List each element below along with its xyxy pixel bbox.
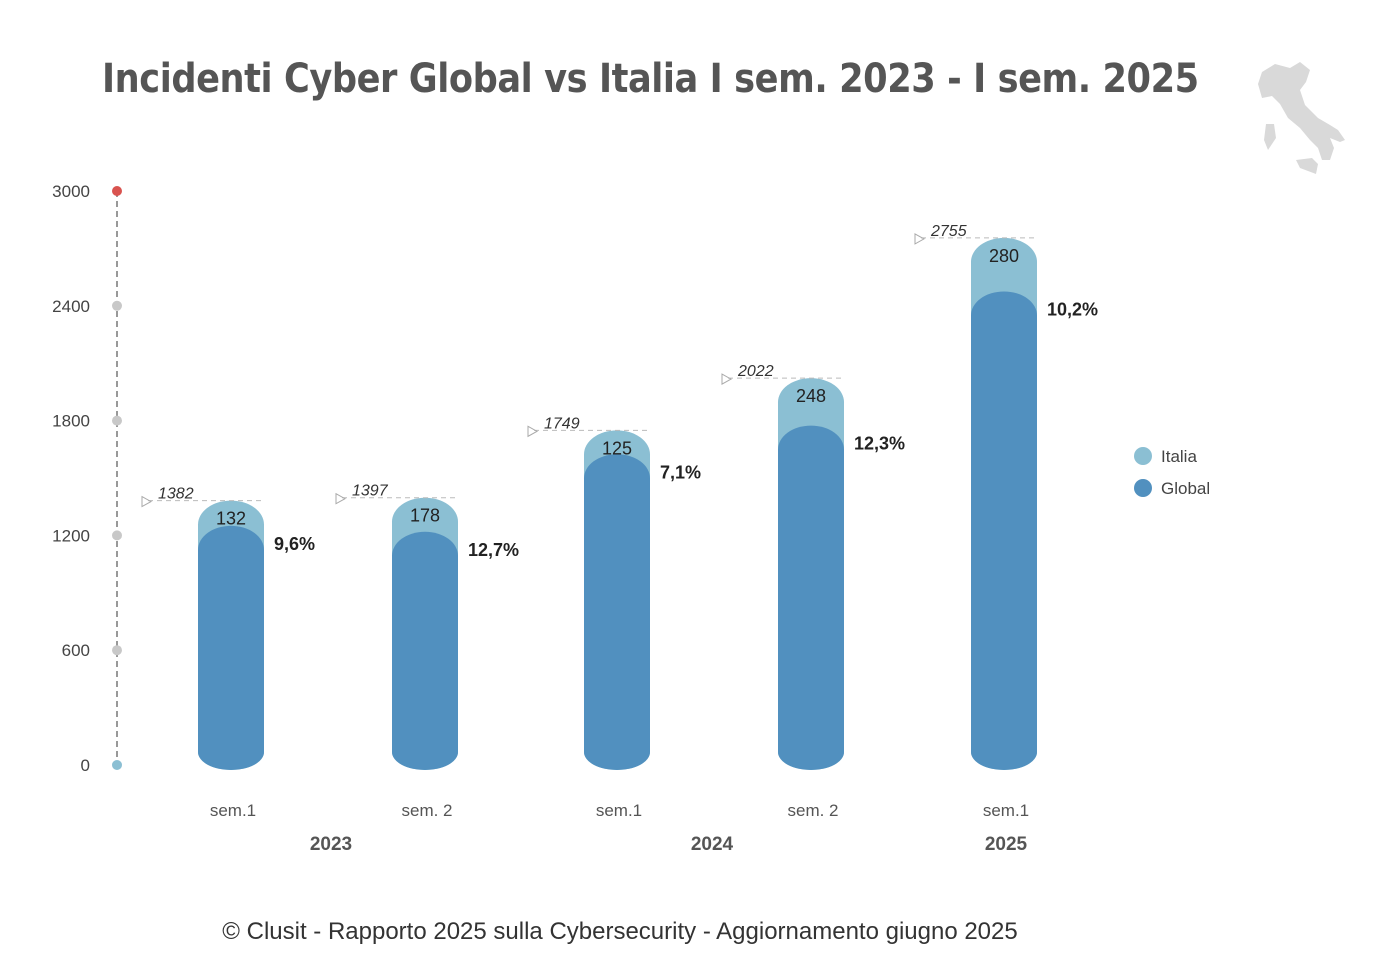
italia-value-label: 132 (216, 509, 246, 529)
total-marker-triangle-icon (141, 495, 153, 508)
legend-label: Global (1161, 479, 1210, 498)
y-tick-label: 2400 (52, 297, 90, 316)
x-group-label: 2025 (985, 834, 1028, 855)
bar-global (198, 525, 264, 770)
total-marker-triangle-icon (721, 373, 733, 385)
y-tick-label: 600 (62, 641, 90, 660)
legend-label: Italia (1161, 447, 1197, 466)
percent-label: 9,6% (274, 534, 315, 554)
bar-global (584, 454, 650, 770)
italia-value-label: 280 (989, 246, 1019, 266)
total-marker-triangle-icon (335, 492, 347, 505)
bar-global (392, 531, 458, 770)
percent-label: 10,2% (1047, 299, 1098, 319)
bar-global (971, 291, 1037, 770)
y-tick-label: 1800 (52, 412, 90, 431)
x-category-label: sem.1 (983, 801, 1029, 820)
y-tick-dot (112, 300, 122, 311)
x-category-label: sem.1 (210, 801, 256, 820)
y-tick-label: 1200 (52, 526, 90, 545)
y-tick-dot (112, 760, 122, 770)
percent-label: 12,3% (854, 434, 905, 454)
total-value-label: 1397 (352, 483, 389, 500)
legend-swatch (1134, 447, 1152, 465)
percent-label: 12,7% (468, 540, 519, 560)
x-group-label: 2024 (691, 834, 734, 855)
footer-credit: © Clusit - Rapporto 2025 sulla Cybersecu… (222, 918, 1018, 945)
legend-swatch (1134, 479, 1152, 497)
y-tick-dot (112, 186, 122, 196)
italia-value-label: 178 (410, 506, 440, 526)
y-tick-dot (112, 645, 122, 656)
y-tick-dot (112, 415, 122, 426)
x-category-label: sem. 2 (401, 801, 452, 820)
chart-title: Incidenti Cyber Global vs Italia I sem. … (102, 56, 1199, 102)
total-marker-triangle-icon (914, 233, 926, 245)
percent-label: 7,1% (660, 462, 701, 482)
x-group-label: 2023 (310, 834, 352, 855)
x-category-label: sem. 2 (787, 801, 838, 820)
y-tick-dot (112, 530, 122, 541)
x-category-label: sem.1 (596, 801, 642, 820)
italy-map-icon (1258, 62, 1345, 174)
total-value-label: 1382 (158, 486, 194, 503)
total-value-label: 2022 (737, 363, 774, 380)
y-tick-label: 0 (81, 756, 90, 775)
italia-value-label: 125 (602, 438, 632, 458)
total-value-label: 2755 (930, 223, 967, 240)
bar-global (778, 425, 844, 770)
italia-value-label: 248 (796, 386, 826, 406)
y-tick-label: 3000 (52, 182, 90, 201)
total-value-label: 1749 (544, 415, 580, 432)
total-marker-triangle-icon (527, 425, 539, 438)
